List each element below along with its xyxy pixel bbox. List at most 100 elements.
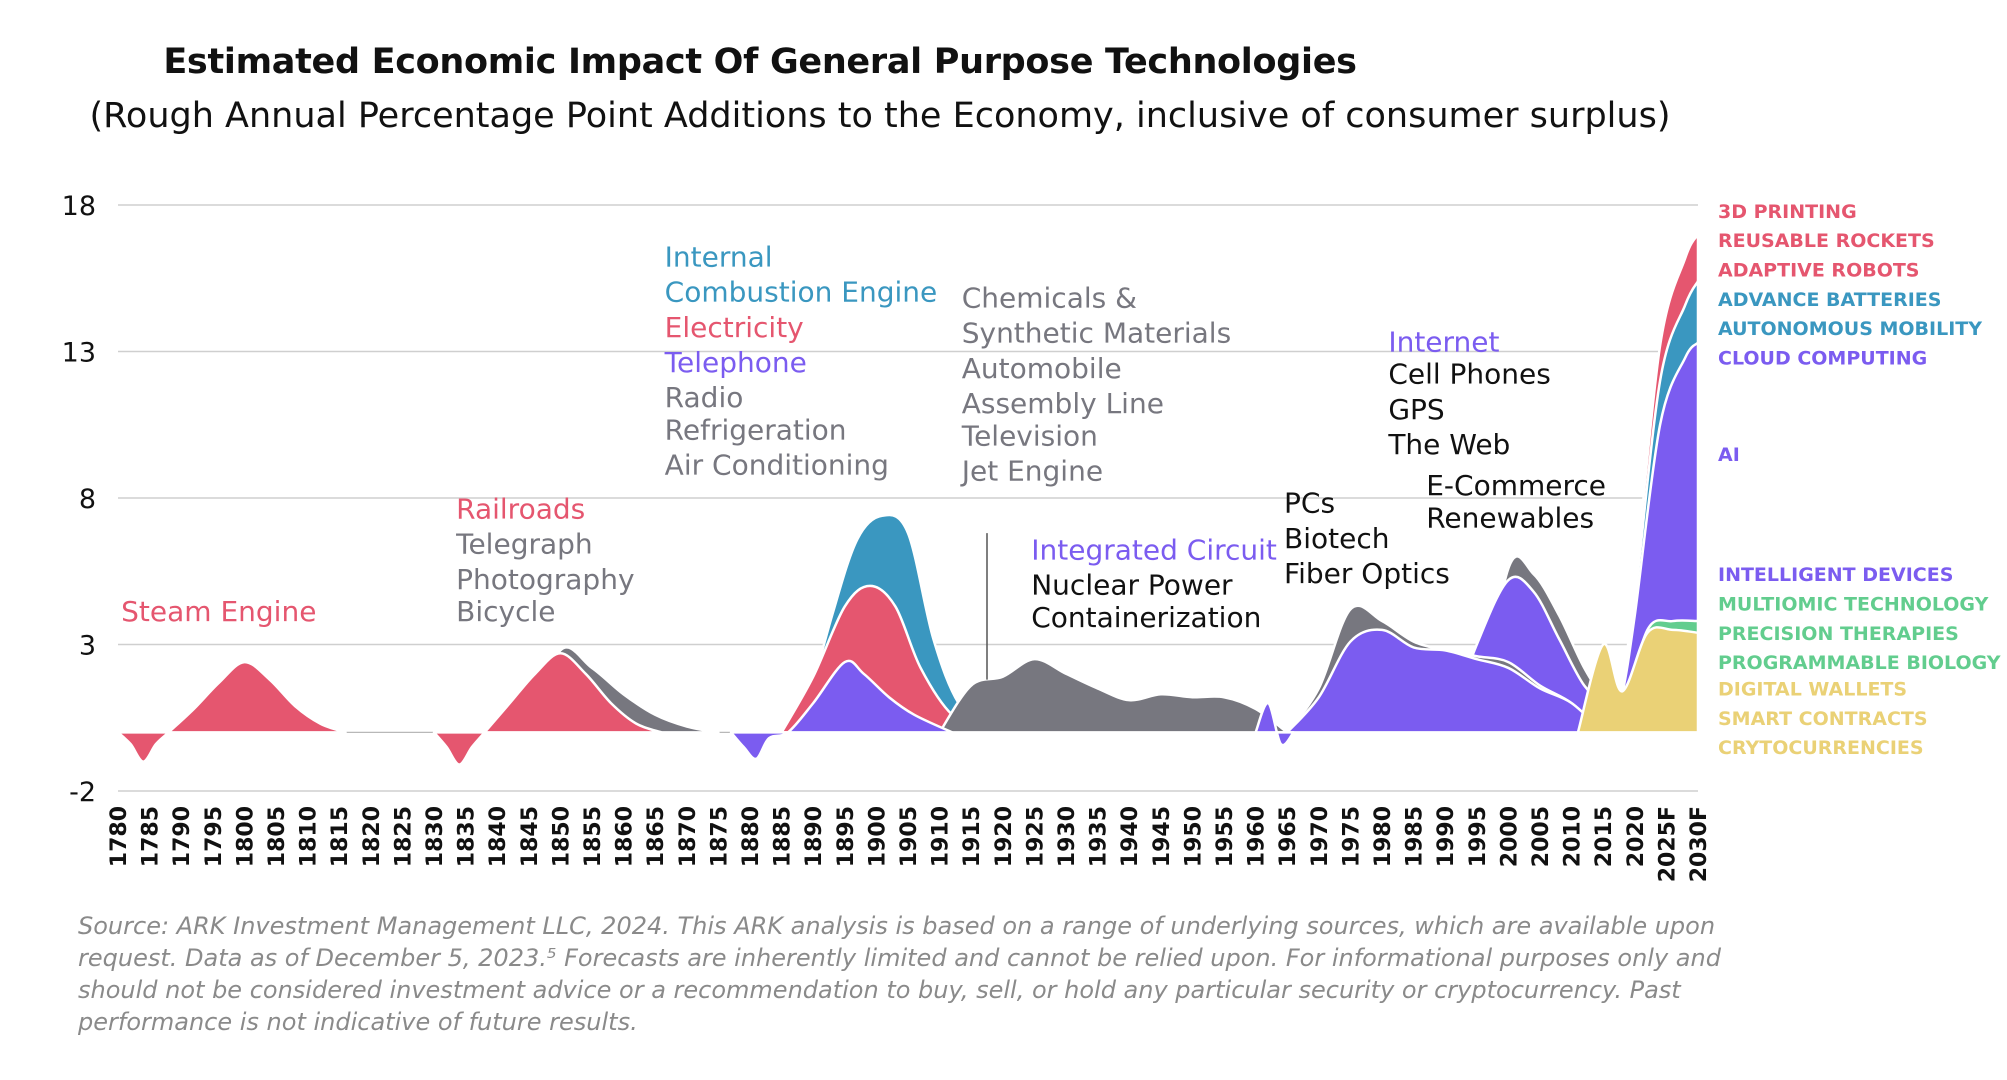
- y-tick-label: 13: [62, 338, 96, 369]
- area-railroads: [432, 652, 663, 766]
- annotation-label: Nuclear Power: [1031, 569, 1233, 602]
- x-tick-label: 1900: [865, 806, 890, 867]
- chart-subtitle: (Rough Annual Percentage Point Additions…: [89, 96, 1671, 136]
- x-tick-label: 1790: [170, 806, 195, 867]
- x-axis: 1780 1785 1790 1795 1800 1805 1810 1815 1820 1825…: [107, 806, 1712, 882]
- x-tick-label: 1840: [486, 806, 511, 867]
- annotations: Steam Engine RailroadsTelegraphPhotograph…: [121, 241, 1606, 634]
- legend-label: DIGITAL WALLETS: [1718, 678, 1907, 700]
- annotation-label: Synthetic Materials: [962, 317, 1231, 350]
- area-chemicals-automobile-television: [938, 657, 1289, 734]
- y-tick-label: 3: [79, 631, 96, 662]
- annotation-label: E-Commerce: [1426, 469, 1606, 502]
- x-tick-label: 1795: [202, 806, 227, 867]
- x-tick-label: 1910: [929, 806, 954, 867]
- annotation-label: Assembly Line: [962, 387, 1164, 420]
- annotation-label: Internet: [1388, 326, 1499, 359]
- annotation-label: Renewables: [1426, 501, 1594, 534]
- x-tick-label: 1985: [1403, 806, 1428, 867]
- x-tick-label: 1990: [1434, 806, 1459, 867]
- source-note: Source: ARK Investment Management LLC, 2…: [78, 912, 1721, 1036]
- x-tick-label: 1805: [265, 806, 290, 867]
- area-pcs-biotech-fiber-optics: [1285, 628, 1605, 734]
- annotation-label: Photography: [456, 563, 634, 596]
- x-tick-label: 1825: [391, 806, 416, 867]
- x-tick-label: 2005: [1529, 806, 1554, 867]
- legend-label: ADAPTIVE ROBOTS: [1718, 259, 1920, 281]
- x-tick-label: 1780: [107, 806, 132, 867]
- legend-label: AUTONOMOUS MOBILITY: [1718, 318, 1982, 340]
- annotation-label: The Web: [1387, 428, 1510, 461]
- annotation-label: Television: [961, 419, 1098, 452]
- x-tick-label: 2000: [1497, 806, 1522, 867]
- x-tick-label: 1875: [707, 806, 732, 867]
- x-tick-label: 2020: [1624, 806, 1649, 867]
- annotation-label: GPS: [1388, 393, 1444, 426]
- legend-label: 3D PRINTING: [1718, 201, 1857, 223]
- x-tick-label: 1880: [739, 806, 764, 867]
- area-integrated-circuit: [1254, 701, 1295, 747]
- x-tick-label: 2015: [1592, 806, 1617, 867]
- legend-label: CLOUD COMPUTING: [1718, 347, 1927, 369]
- chart-title: Estimated Economic Impact Of General Pur…: [163, 42, 1357, 82]
- x-tick-label: 1810: [297, 806, 322, 867]
- x-tick-label: 2030F: [1687, 806, 1712, 882]
- x-tick-label: 1815: [328, 806, 353, 867]
- legend-label: INTELLIGENT DEVICES: [1718, 564, 1953, 586]
- x-tick-label: 1845: [518, 806, 543, 867]
- annotation-label: Cell Phones: [1388, 358, 1551, 391]
- annotation-label: Internal: [665, 241, 773, 274]
- legend-label: CRYTOCURRENCIES: [1718, 737, 1924, 759]
- area-telephone: [729, 659, 954, 761]
- annotation-label: PCs: [1284, 487, 1335, 520]
- legend: 3D PRINTING REUSABLE ROCKETS ADAPTIVE ROBO…: [1718, 201, 2001, 759]
- x-tick-label: 1905: [897, 806, 922, 867]
- x-tick-label: 1970: [1308, 806, 1333, 867]
- x-tick-label: 1785: [139, 806, 164, 867]
- annotation-label: Automobile: [962, 352, 1122, 385]
- legend-label: PRECISION THERAPIES: [1718, 623, 1959, 645]
- x-tick-label: 1960: [1245, 806, 1270, 867]
- annotation-label: Telephone: [664, 346, 807, 379]
- annotation-label: Combustion Engine: [665, 276, 938, 309]
- chart-canvas: 18 13 8 3 -2 1780 1785 1790 1795 1800 1805 1810 181…: [62, 191, 2001, 882]
- x-tick-label: 1835: [455, 806, 480, 867]
- legend-label: AI: [1718, 444, 1740, 466]
- x-tick-label: 2025F: [1655, 806, 1680, 882]
- x-tick-label: 1850: [549, 806, 574, 867]
- annotation-label: Telegraph: [455, 528, 593, 561]
- x-tick-label: 1925: [1023, 806, 1048, 867]
- x-tick-label: 1865: [644, 806, 669, 867]
- x-tick-label: 1890: [802, 806, 827, 867]
- annotation-label: Refrigeration: [665, 413, 847, 446]
- x-tick-label: 1860: [613, 806, 638, 867]
- x-tick-label: 1895: [834, 806, 859, 867]
- x-tick-label: 1820: [360, 806, 385, 867]
- y-tick-label: 18: [62, 191, 96, 222]
- x-tick-label: 1955: [1213, 806, 1238, 867]
- legend-label: SMART CONTRACTS: [1718, 708, 1928, 730]
- y-axis: 18 13 8 3 -2: [62, 191, 96, 808]
- x-tick-label: 1920: [992, 806, 1017, 867]
- legend-label: REUSABLE ROCKETS: [1718, 230, 1935, 252]
- x-tick-label: 1870: [676, 806, 701, 867]
- area-crypto-digital-wallets-smart-contracts: [1576, 626, 1700, 734]
- annotation-label: Integrated Circuit: [1031, 534, 1277, 567]
- x-tick-label: 1995: [1466, 806, 1491, 867]
- x-tick-label: 1855: [581, 806, 606, 867]
- annotation-label: Railroads: [456, 493, 585, 526]
- annotation-label: Fiber Optics: [1284, 557, 1450, 590]
- x-tick-label: 1930: [1055, 806, 1080, 867]
- annotation-label: Jet Engine: [960, 454, 1103, 487]
- y-tick-label: 8: [79, 484, 96, 515]
- x-tick-label: 1935: [1087, 806, 1112, 867]
- area-series: [116, 233, 1700, 766]
- x-tick-label: 1940: [1118, 806, 1143, 867]
- area-steam-engine: [116, 660, 347, 763]
- annotation-label: Bicycle: [456, 595, 555, 628]
- y-tick-label: -2: [69, 777, 96, 808]
- annotation-label: Containerization: [1031, 601, 1261, 634]
- annotation-label: Radio: [665, 381, 744, 414]
- x-tick-label: 1800: [233, 806, 258, 867]
- x-tick-label: 1885: [771, 806, 796, 867]
